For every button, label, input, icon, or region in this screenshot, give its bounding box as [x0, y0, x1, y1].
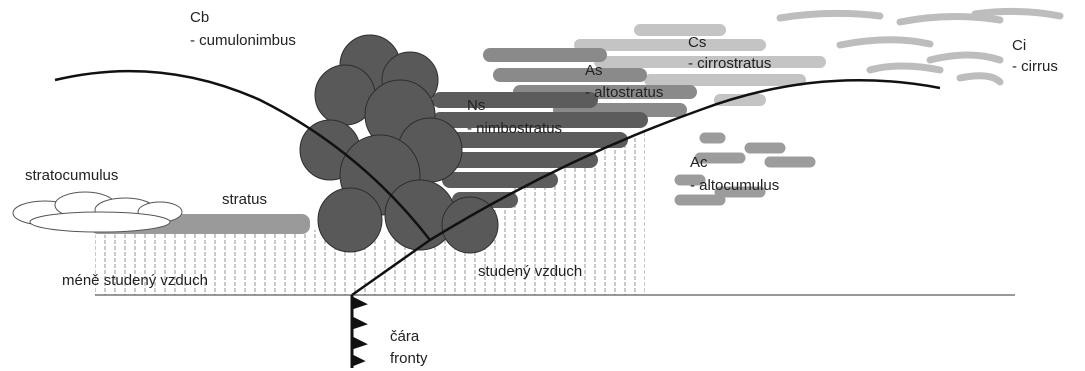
stratocumulus-cloud [13, 192, 182, 232]
cloud-abbr: As [585, 62, 603, 79]
cloud-abbr: Ac [690, 154, 708, 171]
cloud-label: stratocumulus [25, 167, 118, 184]
cloud-name: - nimbostratus [467, 120, 562, 137]
cloud-abbr: Cb [190, 9, 209, 26]
cloud-label: stratus [222, 191, 267, 208]
cloud-abbr: Cs [688, 34, 706, 51]
front-label: fronty [390, 350, 428, 367]
air-mass-label: studený vzduch [478, 263, 582, 280]
cloud-abbr: Ns [467, 97, 485, 114]
cloud-name: - altocumulus [690, 177, 779, 194]
front-symbol [352, 295, 364, 368]
air-mass-label: méně studený vzduch [62, 272, 208, 289]
front-label: čára [390, 328, 420, 345]
cloud-name: - altostratus [585, 84, 663, 101]
cloud-name: - cirrus [1012, 58, 1058, 75]
cloud-name: - cumulonimbus [190, 32, 296, 49]
cloud-name: - cirrostratus [688, 55, 771, 72]
front-diagram: Cb - cumulonimbus Cs - cirrostratus Ci -… [0, 0, 1085, 371]
cloud-abbr: Ci [1012, 37, 1026, 54]
